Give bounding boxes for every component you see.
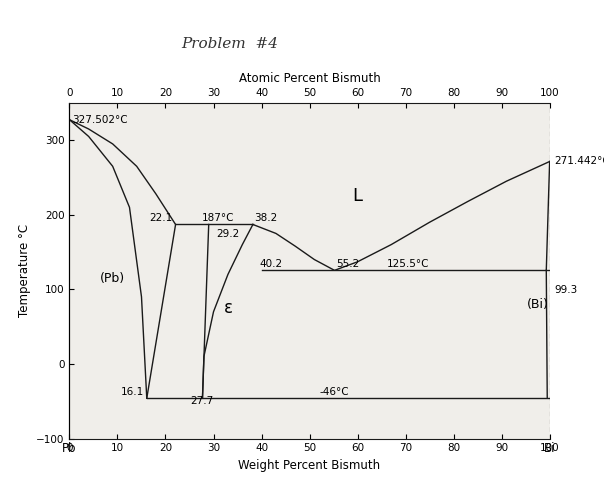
Text: 187°C: 187°C (202, 213, 234, 223)
Text: 55.2: 55.2 (336, 259, 359, 269)
Text: ε: ε (223, 299, 233, 317)
X-axis label: Atomic Percent Bismuth: Atomic Percent Bismuth (239, 73, 381, 85)
Text: 271.442°C: 271.442°C (554, 156, 604, 167)
Text: 125.5°C: 125.5°C (387, 259, 429, 269)
Text: 29.2: 29.2 (216, 229, 239, 239)
Text: 99.3: 99.3 (554, 285, 577, 295)
Text: (Bi): (Bi) (527, 298, 548, 311)
Text: 16.1: 16.1 (121, 387, 144, 397)
Text: 327.502°C: 327.502°C (72, 115, 127, 124)
Text: 27.7: 27.7 (190, 396, 213, 407)
Text: Pb: Pb (62, 442, 77, 456)
Y-axis label: Temperature °C: Temperature °C (18, 224, 31, 318)
Text: 38.2: 38.2 (254, 213, 278, 223)
Text: Problem  #4: Problem #4 (181, 37, 278, 51)
Text: (Pb): (Pb) (100, 271, 125, 285)
Text: L: L (353, 187, 362, 205)
Text: 40.2: 40.2 (259, 259, 282, 269)
X-axis label: Weight Percent Bismuth: Weight Percent Bismuth (239, 459, 381, 472)
Text: -46°C: -46°C (319, 387, 349, 397)
Text: Bi: Bi (544, 442, 556, 456)
Text: 22.1: 22.1 (149, 213, 173, 223)
